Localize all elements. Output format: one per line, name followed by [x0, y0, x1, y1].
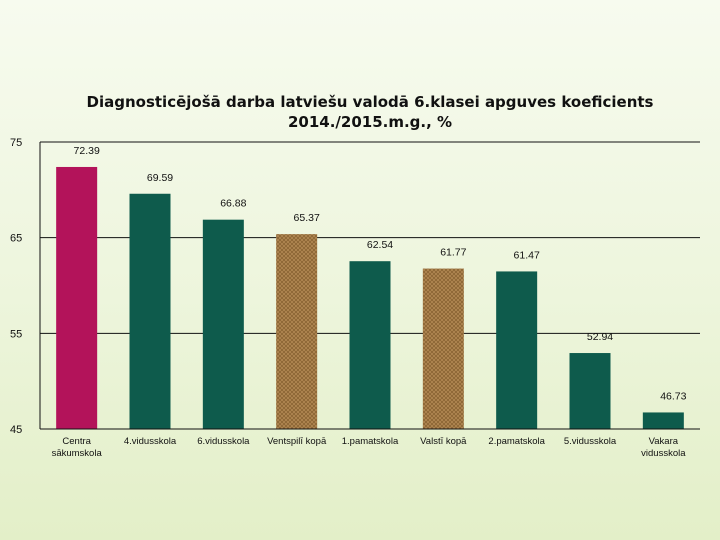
category-label-line: 1.pamatskola: [342, 436, 399, 447]
category-label-line: sākumskola: [52, 448, 103, 459]
category-label-line: vidusskola: [641, 448, 686, 459]
bars: [56, 166, 684, 429]
category-label: 4.vidusskola: [124, 436, 177, 447]
category-label: 1.pamatskola: [342, 436, 399, 447]
category-label: 5.vidusskola: [564, 436, 617, 447]
bar-3: [202, 219, 244, 429]
bar-6: [422, 268, 464, 429]
category-label-line: 5.vidusskola: [564, 436, 617, 447]
y-tick-label: 55: [10, 328, 22, 340]
bar-1: [56, 166, 98, 429]
bar-8: [569, 353, 611, 429]
y-tick-labels: 45 55 65 75: [10, 137, 22, 436]
category-label: Vakara vidusskola: [641, 436, 686, 459]
category-label: Valstī kopā: [420, 436, 467, 447]
y-tick-label: 75: [10, 137, 22, 149]
data-label: 69.59: [147, 172, 173, 184]
data-label: 62.54: [367, 239, 393, 251]
category-label: 2.pamatskola: [488, 436, 545, 447]
category-labels: Centra sākumskola 4.vidusskola 6.vidusskola…: [52, 436, 687, 459]
data-label: 72.39: [74, 145, 100, 157]
axes: [39, 142, 700, 430]
category-label-line: Valstī kopā: [420, 436, 467, 447]
category-label-line: 2.pamatskola: [488, 436, 545, 447]
category-label: 6.vidusskola: [197, 436, 250, 447]
category-label-line: Ventspilī kopā: [267, 436, 327, 447]
bar-9: [642, 412, 684, 429]
data-label: 52.94: [587, 331, 613, 343]
y-tick-label: 45: [10, 424, 22, 436]
data-label: 46.73: [660, 390, 686, 402]
data-labels: 72.39 69.59 66.88 65.37 62.54 61.77 61.47 52.94…: [74, 145, 687, 402]
data-label: 61.47: [514, 249, 540, 261]
data-label: 65.37: [294, 212, 320, 224]
category-label-line: 6.vidusskola: [197, 436, 250, 447]
bar-2: [129, 193, 171, 429]
bar-5: [349, 261, 391, 429]
category-label: Centra sākumskola: [52, 436, 103, 459]
category-label-line: Centra: [62, 436, 91, 447]
category-label: Ventspilī kopā: [267, 436, 327, 447]
chart-title: Diagnosticējošā darba latviešu valodā 6.…: [40, 92, 700, 132]
bar-7: [496, 271, 538, 429]
bar-4: [276, 234, 318, 429]
y-tick-label: 65: [10, 233, 22, 245]
category-label-line: 4.vidusskola: [124, 436, 177, 447]
chart-title-line-1: Diagnosticējošā darba latviešu valodā 6.…: [86, 93, 654, 111]
data-label: 61.77: [440, 247, 466, 259]
category-label-line: Vakara: [649, 436, 679, 447]
chart-title-line-2: 2014./2015.m.g., %: [287, 113, 453, 131]
data-label: 66.88: [220, 198, 246, 210]
